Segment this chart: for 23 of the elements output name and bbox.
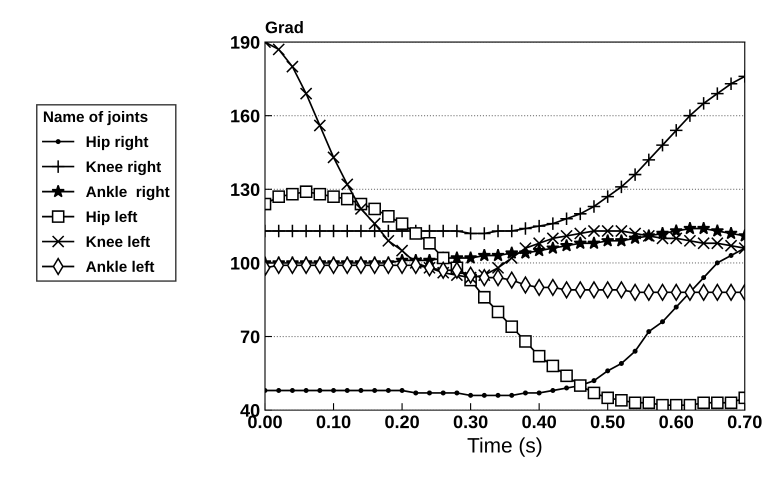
y-axis-title: Grad xyxy=(266,21,303,34)
x-tick-label: 0.40 xyxy=(522,415,556,428)
y-tick-label: 70 xyxy=(240,330,260,344)
legend-label: Knee right xyxy=(86,160,162,176)
y-tick-label: 160 xyxy=(231,110,260,122)
x-tick-label: 0.10 xyxy=(316,415,350,428)
x-axis-title: Time (s) xyxy=(468,437,542,457)
x-tick-label: 0.30 xyxy=(454,415,488,428)
legend-label: Ankle right xyxy=(86,186,170,200)
legend-label: Hip right xyxy=(86,136,148,150)
x-tick-label: 0.70 xyxy=(728,415,762,428)
legend-label: Hip left xyxy=(86,210,138,226)
x-tick-label: 0.20 xyxy=(385,415,419,428)
x-tick-label: 0.60 xyxy=(659,415,694,428)
y-tick-label: 40 xyxy=(240,404,260,417)
y-tick-label: 100 xyxy=(231,256,260,270)
x-tick-label: 0.50 xyxy=(590,415,625,428)
legend-label: Ankle left xyxy=(86,260,154,272)
y-tick-label: 190 xyxy=(231,36,260,49)
x-tick-label: 0.00 xyxy=(248,415,282,428)
legend-title: Name of joints xyxy=(44,110,148,126)
y-tick-label: 130 xyxy=(231,183,260,196)
legend-label: Knee left xyxy=(86,236,150,248)
